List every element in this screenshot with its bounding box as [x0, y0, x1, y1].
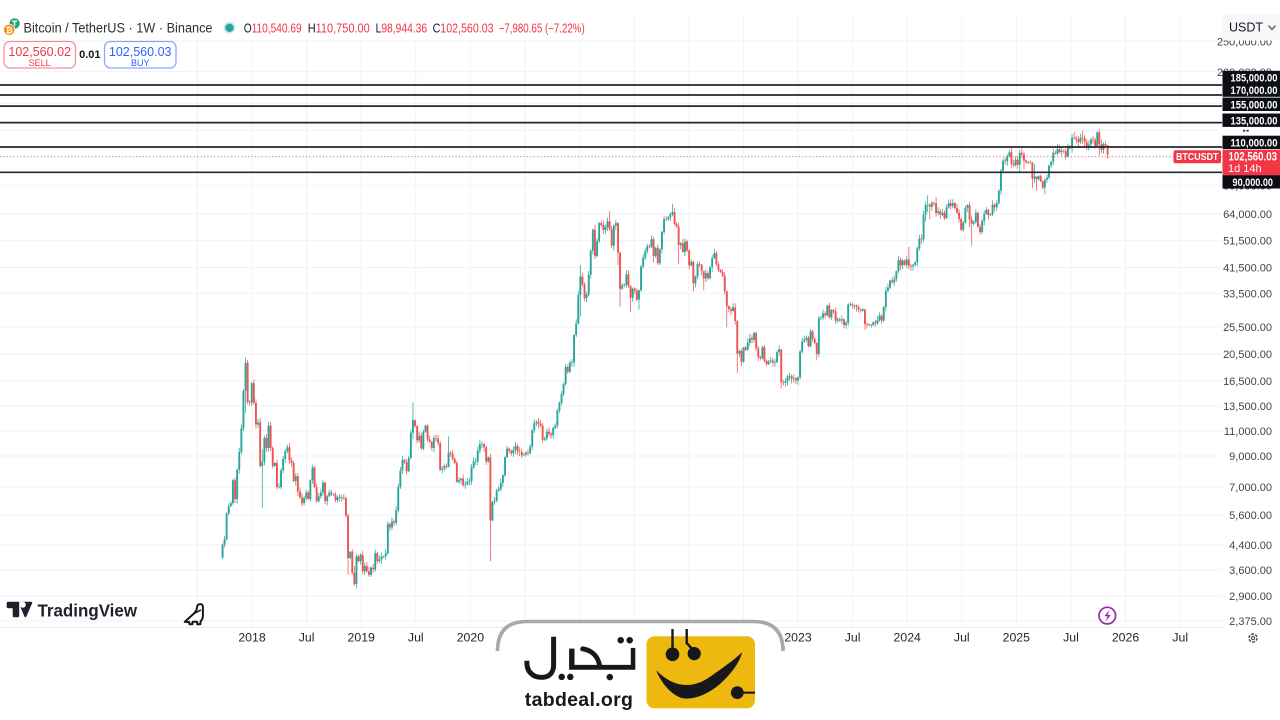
svg-text:3,600.00: 3,600.00 — [1229, 565, 1272, 577]
svg-text:4,400.00: 4,400.00 — [1229, 540, 1272, 552]
svg-text:SELL: SELL — [29, 58, 51, 68]
svg-text:2018: 2018 — [238, 631, 266, 645]
svg-text:64,000.00: 64,000.00 — [1223, 209, 1272, 221]
svg-text:13,500.00: 13,500.00 — [1223, 401, 1272, 413]
svg-text:5,600.00: 5,600.00 — [1229, 510, 1272, 522]
svg-text:Jul: Jul — [1063, 631, 1079, 645]
svg-text:185,000.00: 185,000.00 — [1231, 73, 1278, 85]
svg-text:2020: 2020 — [457, 631, 485, 645]
svg-text:1d 14h: 1d 14h — [1228, 163, 1262, 175]
svg-text:2,375.00: 2,375.00 — [1229, 616, 1272, 628]
svg-text:O110,540.69: O110,540.69 — [244, 21, 302, 35]
svg-text:Bitcoin / TetherUS · 1W · Bina: Bitcoin / TetherUS · 1W · Binance — [24, 21, 213, 36]
svg-text:₿: ₿ — [6, 26, 13, 35]
svg-text:Jul: Jul — [954, 631, 970, 645]
svg-text:110,000.00: 110,000.00 — [1231, 138, 1278, 150]
svg-text:2023: 2023 — [784, 631, 812, 645]
svg-text:2,900.00: 2,900.00 — [1229, 591, 1272, 603]
svg-text:7,000.00: 7,000.00 — [1229, 482, 1272, 494]
svg-text:2019: 2019 — [348, 631, 376, 645]
svg-text:tabdeal.org: tabdeal.org — [525, 689, 633, 711]
svg-text:USDT: USDT — [1229, 21, 1263, 35]
svg-text:102,560.03: 102,560.03 — [1229, 152, 1278, 164]
svg-text:Jul: Jul — [299, 631, 315, 645]
svg-text:170,000.00: 170,000.00 — [1231, 85, 1278, 97]
svg-text:41,500.00: 41,500.00 — [1223, 263, 1272, 275]
svg-text:33,500.00: 33,500.00 — [1223, 288, 1272, 300]
svg-text:−7,980.65 (−7.22%): −7,980.65 (−7.22%) — [499, 21, 585, 35]
svg-text:2026: 2026 — [1112, 631, 1140, 645]
svg-text:L98,944.36: L98,944.36 — [376, 21, 428, 35]
svg-text:135,000.00: 135,000.00 — [1231, 115, 1278, 127]
svg-text:102,560.03: 102,560.03 — [109, 45, 172, 59]
svg-text:H110,750.00: H110,750.00 — [308, 21, 370, 35]
svg-text:0.01: 0.01 — [79, 49, 100, 61]
svg-text:16,500.00: 16,500.00 — [1223, 376, 1272, 388]
svg-text:2024: 2024 — [894, 631, 922, 645]
svg-text:Jul: Jul — [845, 631, 861, 645]
svg-text:Jul: Jul — [408, 631, 424, 645]
svg-text:90,000.00: 90,000.00 — [1233, 177, 1274, 189]
svg-text:25,500.00: 25,500.00 — [1223, 322, 1272, 334]
svg-text:11,000.00: 11,000.00 — [1224, 426, 1272, 438]
svg-text:TradingView: TradingView — [38, 601, 138, 621]
svg-text:BTCUSDT: BTCUSDT — [1176, 152, 1219, 163]
svg-text:Jul: Jul — [1172, 631, 1188, 645]
svg-text:2025: 2025 — [1003, 631, 1031, 645]
svg-text:BUY: BUY — [131, 58, 150, 68]
svg-text:155,000.00: 155,000.00 — [1231, 99, 1278, 111]
svg-text:102,560.02: 102,560.02 — [8, 45, 71, 59]
svg-text:20,500.00: 20,500.00 — [1223, 349, 1272, 361]
svg-text:51,500.00: 51,500.00 — [1223, 236, 1272, 248]
svg-text:9,000.00: 9,000.00 — [1229, 451, 1272, 463]
svg-text:C102,560.03: C102,560.03 — [433, 21, 494, 35]
